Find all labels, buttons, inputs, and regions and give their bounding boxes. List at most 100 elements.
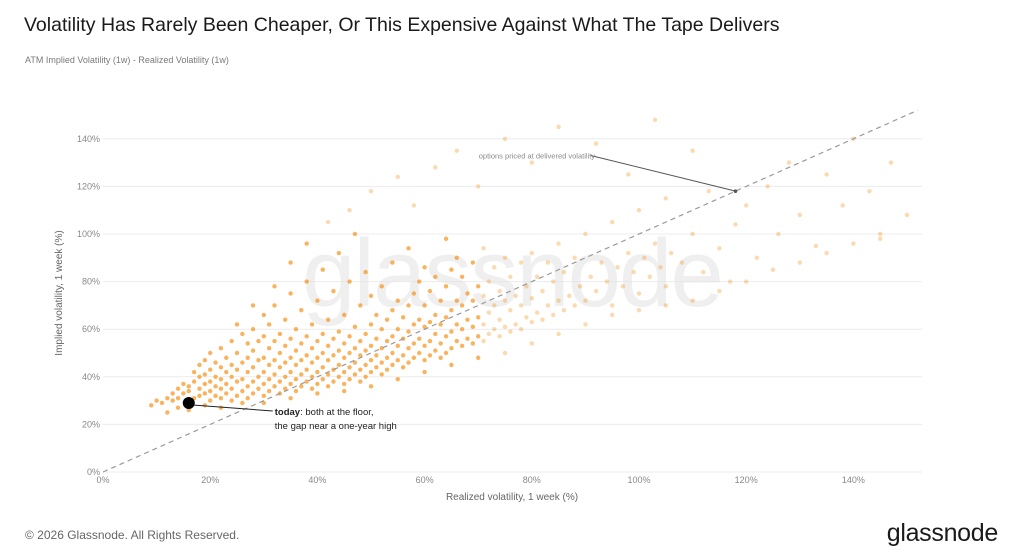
scatter-point: [400, 315, 406, 320]
scatter-point: [293, 348, 299, 353]
scatter-point: [342, 369, 347, 375]
scatter-point: [840, 203, 845, 208]
scatter-point: [181, 391, 186, 396]
scatter-point: [240, 331, 245, 337]
scatter-point: [443, 334, 449, 339]
scatter-point: [315, 298, 320, 303]
scatter-point: [325, 343, 331, 349]
scatter-point: [331, 379, 336, 384]
scatter-point: [411, 355, 417, 360]
scatter-point: [502, 255, 508, 260]
x-tick-label: 60%: [416, 475, 434, 485]
scatter-point: [706, 188, 711, 194]
scatter-point: [266, 362, 272, 368]
scatter-point: [486, 331, 492, 337]
scatter-point: [250, 327, 256, 332]
scatter-point: [540, 288, 545, 294]
scatter-point: [336, 329, 342, 334]
scatter-point: [272, 357, 277, 363]
scatter-point: [427, 338, 433, 344]
scatter-point: [208, 367, 213, 372]
scatter-point: [320, 350, 325, 356]
scatter-point: [256, 357, 261, 363]
scatter-point: [266, 346, 272, 351]
y-tick-label: 60%: [82, 324, 100, 334]
scatter-point: [390, 362, 395, 368]
scatter-point: [213, 393, 218, 399]
x-axis-label: Realized volatility, 1 week (%): [446, 492, 578, 503]
scatter-point: [288, 396, 293, 401]
scatter-point: [551, 279, 556, 284]
scatter-point: [363, 362, 368, 368]
scatter-point: [191, 379, 197, 384]
scatter-point: [690, 231, 695, 237]
scatter-point: [502, 324, 508, 330]
scatter-point: [277, 365, 283, 370]
scatter-point: [304, 379, 309, 384]
scatter-point: [175, 386, 181, 391]
scatter-point: [352, 360, 358, 365]
y-axis-label: Implied volatility, 1 week (%): [54, 230, 65, 355]
scatter-point: [218, 396, 224, 401]
scatter-point: [261, 369, 266, 375]
scatter-point: [593, 141, 599, 146]
y-tick-label: 100%: [77, 229, 100, 239]
x-tick-label: 0%: [96, 475, 109, 485]
scatter-point: [486, 279, 492, 284]
scatter-point: [358, 367, 363, 372]
scatter-point: [261, 355, 266, 360]
scatter-point: [224, 355, 229, 360]
scatter-point: [583, 298, 588, 303]
scatter-point: [197, 393, 202, 399]
scatter-point: [878, 231, 883, 237]
scatter-point: [395, 327, 400, 332]
scatter-point: [727, 279, 733, 284]
scatter-point: [358, 338, 363, 344]
scatter-point: [481, 293, 486, 299]
scatter-point: [272, 372, 277, 377]
scatter-point: [400, 353, 406, 358]
scatter-point: [283, 317, 288, 322]
scatter-point: [508, 274, 513, 280]
scatter-point: [417, 317, 422, 322]
scatter-point: [583, 231, 588, 237]
scatter-point: [277, 331, 283, 337]
scatter-point: [599, 260, 604, 265]
scatter-point: [379, 360, 384, 365]
scatter-point: [197, 386, 202, 391]
scatter-point: [261, 312, 266, 318]
scatter-point: [358, 303, 363, 308]
scatter-point: [266, 388, 272, 394]
scatter-point: [379, 284, 384, 289]
scatter-point: [492, 265, 497, 270]
scatter-point: [454, 298, 459, 303]
scatter-point: [266, 376, 272, 382]
scatter-point: [690, 148, 695, 153]
scatter-point: [315, 369, 320, 375]
scatter-point: [325, 219, 331, 225]
today-annotation-rest: : both at the floor,: [300, 407, 373, 418]
scatter-point: [368, 369, 374, 375]
scatter-point: [406, 246, 411, 251]
scatter-point: [556, 124, 561, 130]
x-axis-ticks: 0% 20% 40% 60% 80% 100% 120% 140%: [96, 475, 864, 485]
scatter-point: [470, 324, 476, 330]
scatter-point: [342, 341, 347, 346]
scatter-point: [256, 374, 261, 379]
scatter-point: [202, 391, 208, 396]
scatter-point: [218, 376, 224, 382]
scatter-point: [165, 410, 170, 415]
scatter-point: [309, 386, 315, 391]
scatter-point: [336, 374, 342, 379]
scatter-point: [181, 381, 186, 387]
scatter-point: [433, 331, 438, 337]
scatter-point: [604, 279, 610, 284]
scatter-point: [213, 374, 218, 379]
scatter-point: [427, 319, 433, 325]
scatter-point: [363, 269, 368, 275]
scatter-point: [754, 255, 760, 260]
scatter-point: [331, 288, 336, 294]
scatter-point: [283, 343, 288, 349]
scatter-point: [459, 343, 465, 349]
scatter-point: [234, 350, 240, 356]
